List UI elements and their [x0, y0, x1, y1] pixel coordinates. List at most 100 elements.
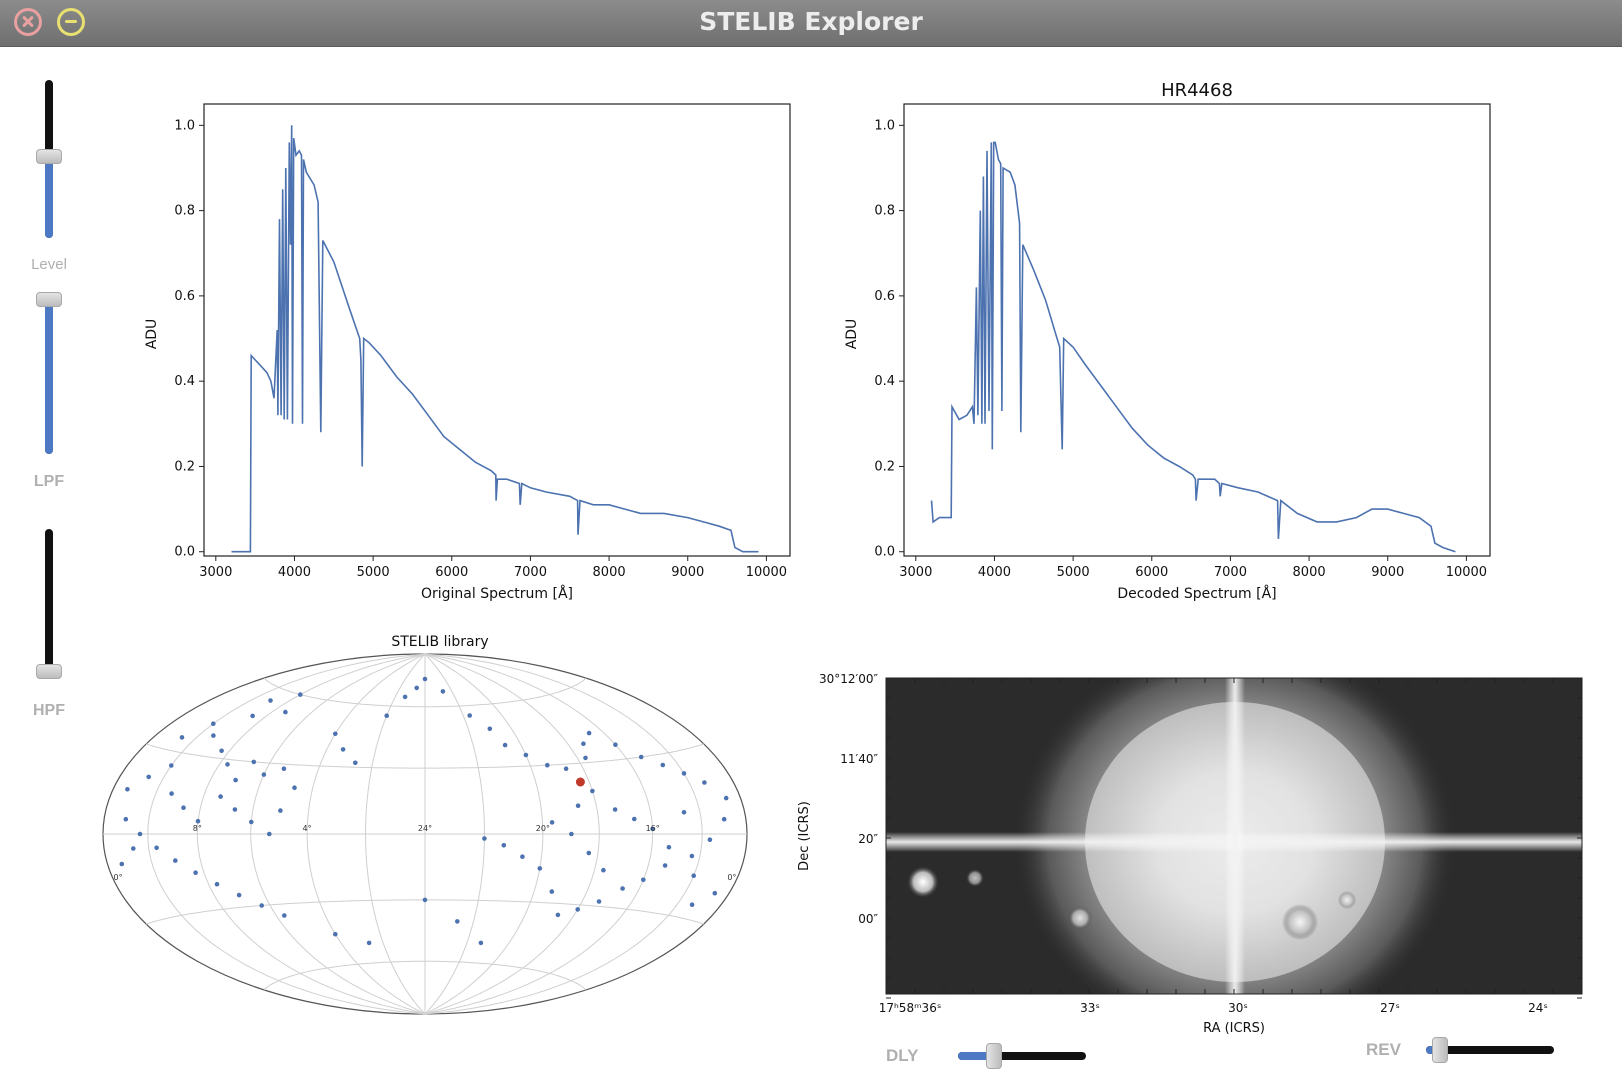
star-point[interactable] — [638, 754, 644, 760]
star-point[interactable] — [689, 853, 695, 859]
star-point[interactable] — [214, 881, 220, 887]
star-point[interactable] — [173, 858, 178, 863]
star-point[interactable] — [520, 854, 525, 859]
star-point[interactable] — [501, 843, 507, 848]
star-point[interactable] — [583, 755, 588, 761]
star-point[interactable] — [261, 772, 267, 777]
lpf-slider[interactable] — [36, 292, 62, 454]
star-point[interactable] — [523, 752, 529, 758]
star-point[interactable] — [146, 774, 151, 780]
star-point[interactable] — [575, 907, 580, 912]
star-point[interactable] — [211, 721, 216, 726]
star-point[interactable] — [179, 735, 185, 740]
star-point[interactable] — [414, 685, 420, 691]
star-point[interactable] — [137, 831, 143, 837]
star-point[interactable] — [691, 873, 696, 878]
star-point[interactable] — [681, 771, 687, 776]
minimize-window-icon[interactable] — [57, 8, 85, 36]
close-window-icon[interactable] — [14, 8, 42, 36]
star-point[interactable] — [218, 794, 223, 799]
star-point[interactable] — [119, 861, 125, 867]
star-point[interactable] — [267, 831, 272, 837]
star-point[interactable] — [590, 788, 595, 794]
star-point[interactable] — [613, 742, 618, 747]
star-point[interactable] — [283, 709, 288, 715]
star-point[interactable] — [723, 795, 729, 801]
star-point[interactable] — [569, 831, 574, 837]
star-point[interactable] — [707, 837, 713, 842]
star-point[interactable] — [549, 889, 555, 894]
star-point[interactable] — [689, 902, 695, 907]
star-point[interactable] — [211, 733, 216, 738]
star-point[interactable] — [440, 689, 446, 694]
star-point[interactable] — [681, 810, 687, 815]
star-point[interactable] — [193, 870, 198, 875]
star-point[interactable] — [482, 836, 487, 841]
stelib-sky-map[interactable]: STELIB library 8° 4° 24° 20° 16° 0° 0° — [100, 634, 780, 1034]
star-point[interactable] — [259, 903, 264, 908]
dly-slider-knob[interactable] — [986, 1043, 1002, 1069]
star-point[interactable] — [487, 726, 493, 732]
star-point[interactable] — [169, 791, 174, 796]
star-point[interactable] — [249, 819, 254, 825]
star-point[interactable] — [131, 846, 136, 851]
star-point[interactable] — [662, 863, 668, 868]
star-point[interactable] — [660, 762, 666, 768]
star-point[interactable] — [232, 807, 238, 812]
star-point[interactable] — [702, 780, 707, 785]
star-point[interactable] — [586, 730, 592, 736]
star-point[interactable] — [632, 816, 637, 822]
star-point[interactable] — [251, 759, 257, 765]
star-point[interactable] — [563, 766, 569, 771]
star-point[interactable] — [154, 845, 159, 851]
star-point[interactable] — [333, 931, 338, 937]
star-point[interactable] — [278, 808, 283, 813]
star-point[interactable] — [641, 877, 646, 883]
star-point[interactable] — [586, 850, 592, 856]
star-point[interactable] — [545, 762, 550, 768]
hpf-slider[interactable] — [36, 529, 62, 679]
selected-star-point[interactable] — [575, 777, 585, 787]
star-point[interactable] — [225, 762, 230, 767]
star-point[interactable] — [169, 763, 174, 768]
lpf-slider-knob[interactable] — [36, 292, 62, 307]
star-point[interactable] — [282, 913, 287, 918]
star-point[interactable] — [467, 713, 473, 718]
star-point[interactable] — [236, 892, 242, 898]
star-point[interactable] — [666, 844, 672, 850]
star-point[interactable] — [233, 777, 238, 783]
level-slider-knob[interactable] — [36, 148, 62, 164]
rev-slider[interactable] — [1426, 1037, 1554, 1063]
star-point[interactable] — [219, 748, 224, 754]
star-point[interactable] — [195, 818, 201, 824]
star-point[interactable] — [250, 713, 255, 719]
star-point[interactable] — [384, 713, 390, 718]
star-point[interactable] — [555, 912, 561, 918]
star-point[interactable] — [181, 805, 186, 810]
star-point[interactable] — [125, 787, 130, 792]
star-point[interactable] — [455, 919, 460, 924]
star-point[interactable] — [581, 741, 586, 746]
star-point[interactable] — [353, 760, 358, 766]
star-point[interactable] — [575, 803, 581, 808]
star-point[interactable] — [281, 766, 287, 771]
star-point[interactable] — [268, 698, 273, 703]
star-point[interactable] — [298, 692, 303, 697]
star-point[interactable] — [292, 785, 297, 790]
rev-slider-knob[interactable] — [1431, 1037, 1448, 1063]
star-point[interactable] — [366, 940, 372, 946]
level-slider[interactable] — [36, 80, 62, 238]
star-point[interactable] — [601, 867, 606, 873]
star-point[interactable] — [422, 676, 428, 682]
star-point[interactable] — [340, 747, 346, 752]
star-point[interactable] — [712, 890, 718, 896]
star-point[interactable] — [502, 742, 508, 748]
star-point[interactable] — [478, 940, 484, 946]
star-point[interactable] — [596, 899, 602, 904]
star-point[interactable] — [333, 731, 338, 737]
star-point[interactable] — [612, 807, 618, 812]
star-point[interactable] — [721, 816, 727, 822]
star-point[interactable] — [402, 694, 408, 700]
hpf-slider-knob[interactable] — [36, 664, 62, 679]
star-point[interactable] — [537, 866, 543, 871]
